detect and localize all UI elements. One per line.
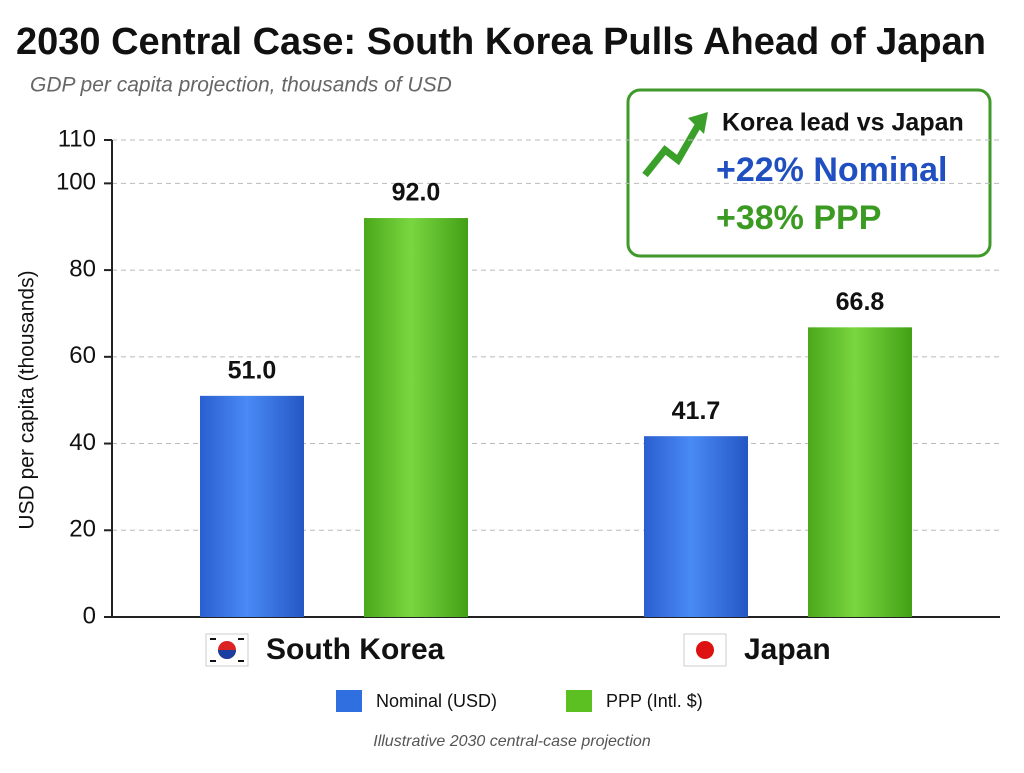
annotation-heading: Korea lead vs Japan (722, 109, 964, 137)
trend-arrow (642, 120, 704, 178)
legend-label: PPP (Intl. $) (606, 691, 703, 711)
value-label: 41.7 (672, 397, 721, 425)
bar (808, 327, 912, 617)
flag-korea (205, 633, 249, 667)
y-tick-label: 100 (56, 169, 96, 196)
legend-label: Nominal (USD) (376, 691, 497, 711)
legend-swatch (566, 690, 592, 712)
y-tick-label: 80 (69, 255, 96, 282)
annotation-ppp: +38% PPP (716, 199, 881, 237)
y-tick-label: 20 (69, 516, 96, 543)
y-axis-label: USD per capita (thousands) (16, 270, 39, 529)
y-tick-label: 40 (69, 429, 96, 456)
arrow-head (688, 112, 708, 134)
subtitle: GDP per capita projection, thousands of … (30, 74, 452, 97)
bar (644, 436, 748, 617)
y-tick-label: 0 (83, 602, 96, 629)
annotation-nominal: +22% Nominal (716, 151, 947, 189)
legend-swatch (336, 690, 362, 712)
value-label: 66.8 (836, 288, 885, 316)
flag-japan (683, 633, 727, 667)
x-tick-label: Japan (744, 633, 831, 666)
bar (200, 395, 304, 617)
value-label: 92.0 (392, 179, 441, 207)
annotation-box (626, 88, 992, 258)
x-tick-label: South Korea (266, 633, 445, 666)
value-label: 51.0 (228, 356, 277, 384)
y-tick-label: 60 (69, 342, 96, 369)
chart-title: 2030 Central Case: South Korea Pulls Ahe… (16, 21, 986, 63)
footnote: Illustrative 2030 central-case projectio… (373, 733, 651, 750)
bar (364, 218, 468, 617)
y-tick-label: 110 (58, 125, 96, 152)
